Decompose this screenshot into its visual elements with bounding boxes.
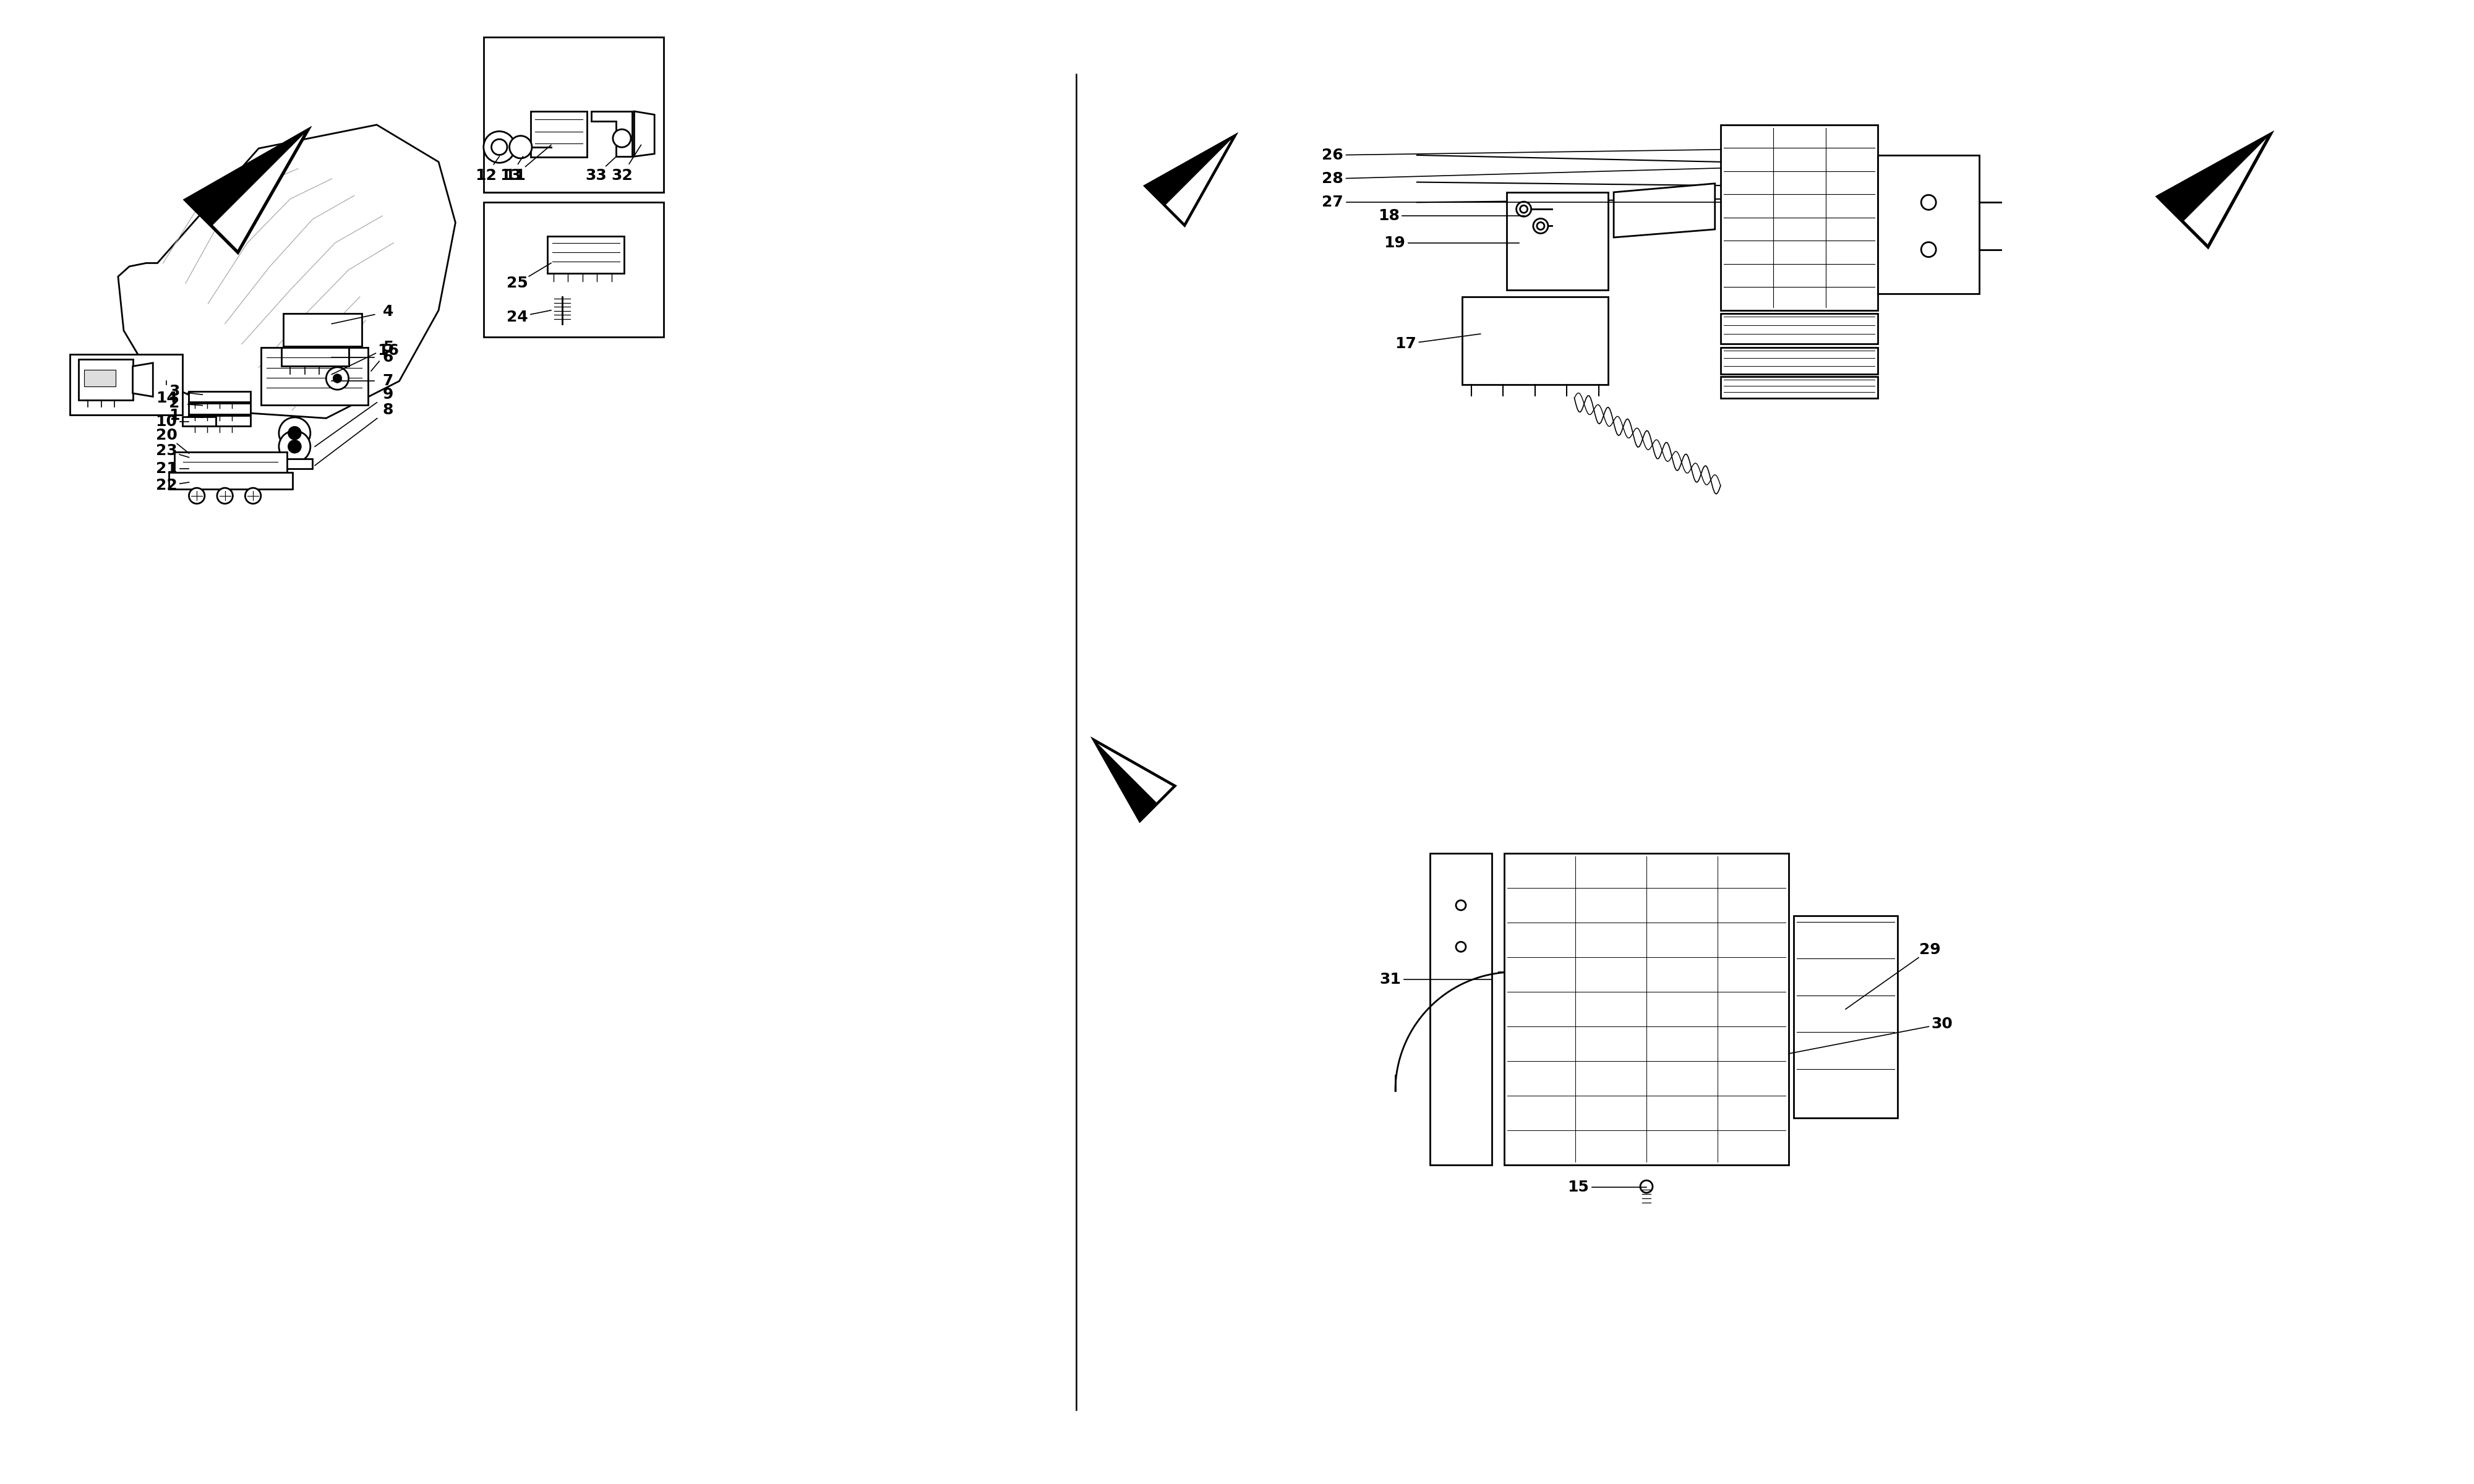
Text: 14: 14	[156, 390, 178, 405]
Text: 17: 17	[1395, 337, 1418, 352]
Text: 19: 19	[1383, 236, 1405, 251]
FancyBboxPatch shape	[547, 236, 623, 273]
Text: 16: 16	[376, 343, 398, 358]
Polygon shape	[134, 364, 153, 396]
Text: 10: 10	[156, 414, 178, 429]
FancyBboxPatch shape	[1507, 193, 1608, 289]
Text: 21: 21	[156, 462, 178, 476]
FancyBboxPatch shape	[1719, 125, 1878, 310]
Polygon shape	[1094, 741, 1175, 821]
FancyBboxPatch shape	[1462, 297, 1608, 384]
Circle shape	[1922, 242, 1937, 257]
FancyBboxPatch shape	[1878, 156, 1979, 294]
FancyBboxPatch shape	[188, 392, 250, 402]
FancyBboxPatch shape	[1794, 916, 1898, 1119]
Circle shape	[1455, 901, 1465, 910]
Text: 23: 23	[156, 444, 178, 459]
Text: 30: 30	[1932, 1017, 1952, 1031]
Circle shape	[482, 131, 515, 163]
Text: 24: 24	[507, 310, 527, 325]
FancyBboxPatch shape	[1719, 313, 1878, 344]
FancyBboxPatch shape	[69, 355, 183, 416]
Circle shape	[287, 439, 302, 453]
FancyBboxPatch shape	[79, 359, 134, 401]
Circle shape	[492, 139, 507, 154]
FancyBboxPatch shape	[280, 459, 312, 469]
Text: 31: 31	[1380, 972, 1400, 987]
Polygon shape	[1094, 741, 1158, 821]
Text: 26: 26	[1321, 148, 1343, 163]
Text: 6: 6	[383, 350, 393, 365]
Text: 27: 27	[1321, 194, 1343, 209]
FancyBboxPatch shape	[1504, 853, 1789, 1165]
Text: 22: 22	[156, 478, 178, 493]
FancyBboxPatch shape	[188, 416, 250, 426]
Text: 33: 33	[586, 168, 606, 183]
Polygon shape	[119, 125, 455, 418]
Circle shape	[1536, 223, 1544, 230]
Polygon shape	[2157, 135, 2271, 246]
FancyBboxPatch shape	[482, 202, 663, 337]
Circle shape	[510, 137, 532, 159]
Polygon shape	[186, 131, 307, 252]
Text: 28: 28	[1321, 171, 1343, 186]
Polygon shape	[1613, 184, 1714, 237]
FancyBboxPatch shape	[183, 417, 215, 426]
Polygon shape	[2157, 135, 2271, 221]
Polygon shape	[591, 111, 631, 156]
FancyBboxPatch shape	[1719, 347, 1878, 374]
Circle shape	[1534, 218, 1549, 233]
Text: 32: 32	[611, 168, 633, 183]
FancyBboxPatch shape	[482, 37, 663, 193]
Circle shape	[1517, 202, 1531, 217]
Text: 18: 18	[1378, 208, 1400, 223]
Text: 9: 9	[383, 387, 393, 402]
FancyBboxPatch shape	[84, 370, 116, 386]
Text: 20: 20	[156, 427, 178, 442]
Polygon shape	[1145, 135, 1235, 206]
Circle shape	[245, 488, 260, 503]
FancyBboxPatch shape	[285, 313, 361, 346]
Text: 5: 5	[383, 340, 393, 355]
Circle shape	[188, 488, 205, 503]
FancyBboxPatch shape	[1430, 853, 1492, 1165]
FancyBboxPatch shape	[188, 404, 250, 414]
FancyBboxPatch shape	[260, 347, 369, 405]
Text: 25: 25	[507, 276, 527, 291]
Text: 2: 2	[168, 396, 181, 411]
Circle shape	[280, 417, 309, 448]
Polygon shape	[186, 131, 307, 226]
FancyBboxPatch shape	[168, 472, 292, 490]
Circle shape	[1922, 194, 1937, 209]
Circle shape	[280, 430, 309, 463]
Circle shape	[327, 367, 349, 390]
FancyBboxPatch shape	[1719, 377, 1878, 398]
Circle shape	[1455, 942, 1465, 951]
Circle shape	[334, 374, 341, 383]
Circle shape	[1519, 205, 1526, 212]
Polygon shape	[633, 111, 656, 156]
Polygon shape	[1145, 135, 1235, 226]
Text: 7: 7	[383, 374, 393, 389]
Circle shape	[1640, 1180, 1653, 1193]
Circle shape	[287, 426, 302, 439]
Text: 15: 15	[1569, 1180, 1588, 1195]
Text: 12: 12	[475, 168, 497, 183]
Circle shape	[218, 488, 233, 503]
Text: 11: 11	[505, 168, 527, 183]
Text: 3: 3	[168, 384, 181, 399]
FancyBboxPatch shape	[532, 111, 586, 157]
FancyBboxPatch shape	[173, 453, 287, 472]
Text: 4: 4	[383, 304, 393, 319]
Text: 13: 13	[500, 168, 522, 183]
FancyBboxPatch shape	[282, 347, 349, 367]
Circle shape	[614, 129, 631, 147]
Text: 1: 1	[168, 408, 181, 423]
Text: 29: 29	[1920, 942, 1940, 957]
Text: 8: 8	[383, 402, 393, 417]
